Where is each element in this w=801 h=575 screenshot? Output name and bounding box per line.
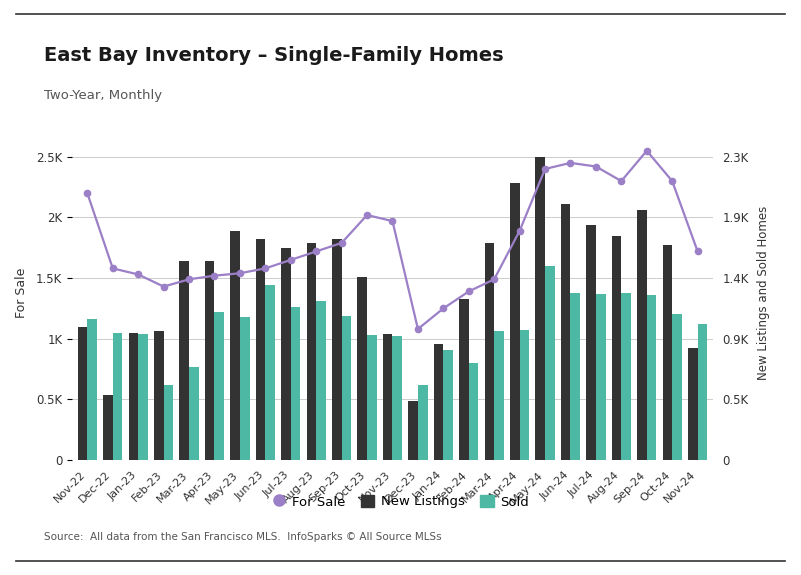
For Sale	[693, 248, 702, 255]
Bar	[163, 385, 173, 460]
Y-axis label: For Sale: For Sale	[14, 268, 28, 319]
For Sale	[108, 265, 118, 272]
Bar	[230, 231, 240, 460]
For Sale	[515, 227, 525, 234]
Bar	[154, 331, 163, 460]
For Sale	[388, 218, 397, 225]
Bar	[485, 243, 494, 460]
Bar	[332, 239, 342, 460]
Bar	[205, 261, 215, 460]
Text: Two-Year, Monthly: Two-Year, Monthly	[44, 89, 162, 102]
Bar	[469, 363, 478, 460]
Bar	[646, 295, 657, 460]
Bar	[561, 204, 570, 460]
Text: Source:  All data from the San Francisco MLS.  InfoSparks © All Source MLSs: Source: All data from the San Francisco …	[44, 532, 441, 542]
Bar	[78, 327, 87, 460]
For Sale	[134, 271, 143, 278]
Bar	[418, 385, 428, 460]
Bar	[688, 348, 698, 460]
Bar	[612, 236, 622, 460]
Bar	[662, 246, 672, 460]
For Sale	[159, 283, 168, 290]
For Sale	[184, 276, 194, 283]
Bar	[265, 285, 275, 460]
For Sale	[83, 190, 92, 197]
For Sale	[489, 276, 499, 283]
For Sale	[667, 178, 677, 185]
Bar	[256, 239, 265, 460]
Line: For Sale: For Sale	[84, 148, 701, 332]
Text: East Bay Inventory – Single-Family Homes: East Bay Inventory – Single-Family Homes	[44, 46, 504, 65]
For Sale	[286, 256, 296, 263]
Bar	[240, 317, 250, 460]
For Sale	[591, 163, 601, 170]
Bar	[281, 248, 291, 460]
Bar	[494, 331, 504, 460]
Y-axis label: New Listings and Sold Homes: New Listings and Sold Homes	[757, 206, 771, 381]
Bar	[367, 335, 376, 460]
Bar	[179, 261, 189, 460]
Bar	[570, 293, 580, 460]
Bar	[443, 350, 453, 460]
Bar	[586, 225, 596, 460]
Bar	[357, 277, 367, 460]
For Sale	[617, 178, 626, 185]
For Sale	[464, 288, 473, 295]
Bar	[87, 319, 97, 460]
Bar	[409, 401, 418, 460]
Bar	[510, 183, 520, 460]
Bar	[215, 312, 224, 460]
For Sale	[413, 325, 423, 332]
Bar	[316, 301, 326, 460]
Bar	[307, 243, 316, 460]
For Sale	[566, 159, 575, 166]
Bar	[535, 157, 545, 460]
For Sale	[312, 248, 321, 255]
Bar	[622, 293, 631, 460]
Bar	[520, 330, 529, 460]
Bar	[139, 334, 148, 460]
For Sale	[362, 212, 372, 218]
Bar	[698, 324, 707, 460]
For Sale	[235, 270, 245, 277]
Bar	[459, 298, 469, 460]
For Sale	[260, 265, 270, 272]
Bar	[392, 336, 402, 460]
Bar	[291, 307, 300, 460]
Bar	[189, 367, 199, 460]
Bar	[103, 394, 113, 460]
For Sale	[210, 272, 219, 279]
Bar	[596, 294, 606, 460]
Bar	[342, 316, 352, 460]
For Sale	[438, 305, 448, 312]
Bar	[545, 266, 555, 460]
Bar	[113, 333, 123, 460]
For Sale	[337, 239, 347, 246]
Bar	[672, 315, 682, 460]
Bar	[637, 210, 646, 460]
Legend: For Sale, New Listings, Sold: For Sale, New Listings, Sold	[267, 490, 534, 514]
For Sale	[540, 166, 549, 172]
For Sale	[642, 147, 651, 154]
Bar	[128, 333, 139, 460]
Bar	[433, 344, 443, 460]
Bar	[383, 334, 392, 460]
